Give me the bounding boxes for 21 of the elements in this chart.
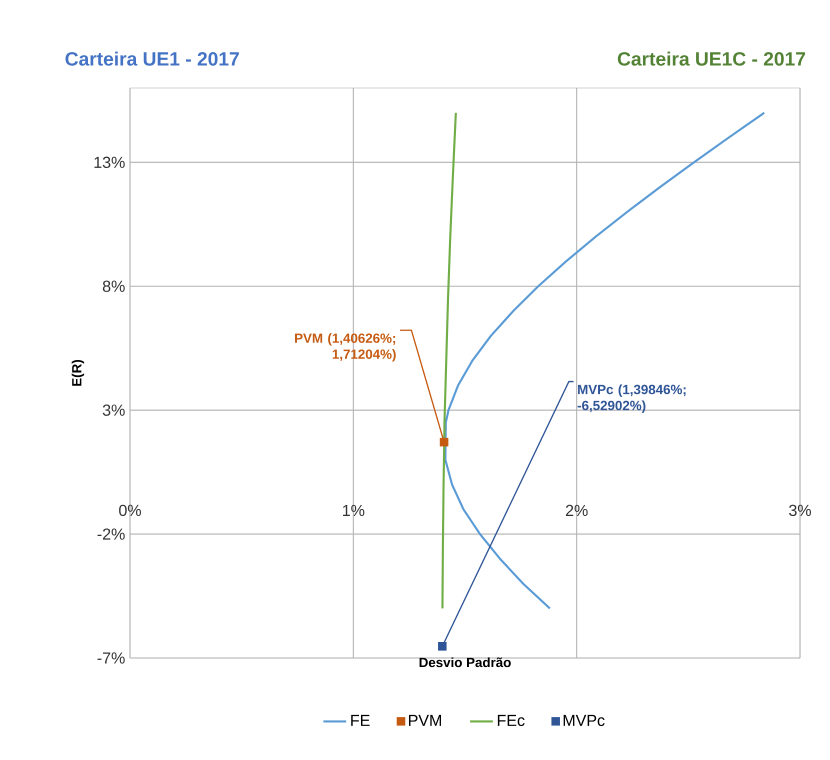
chart-subtitle: Carteira UE1C - 2017 — [618, 52, 806, 66]
line-series — [444, 112, 766, 610]
legend-label: FEc — [498, 714, 525, 726]
x-tick-label: 1% — [342, 504, 364, 516]
y-tick-label: -2% — [98, 528, 125, 540]
legend-label: PVM — [408, 714, 442, 726]
x-tick-label: 3% — [789, 504, 811, 516]
y-tick-label: 13% — [94, 156, 125, 168]
x-tick-label: 2% — [566, 504, 588, 516]
annotation: MVPc (1,39846%; -6,52902%) — [578, 384, 686, 413]
line-series — [441, 112, 457, 610]
x-axis-title: Desvio Padrão — [420, 657, 511, 668]
legend-label: FE — [351, 714, 370, 726]
y-tick-label: 3% — [102, 404, 125, 416]
chart-title: Carteira UE1 - 2017 — [66, 52, 239, 66]
y-tick-label: -7% — [98, 652, 125, 664]
legend-label: MVPc — [564, 714, 605, 726]
x-tick-label: 0% — [119, 504, 141, 516]
annotation: PVM (1,40626%; 1,71204%) — [295, 333, 396, 362]
y-tick-label: 8% — [102, 280, 125, 292]
y-axis-title: E(R) — [72, 360, 84, 386]
